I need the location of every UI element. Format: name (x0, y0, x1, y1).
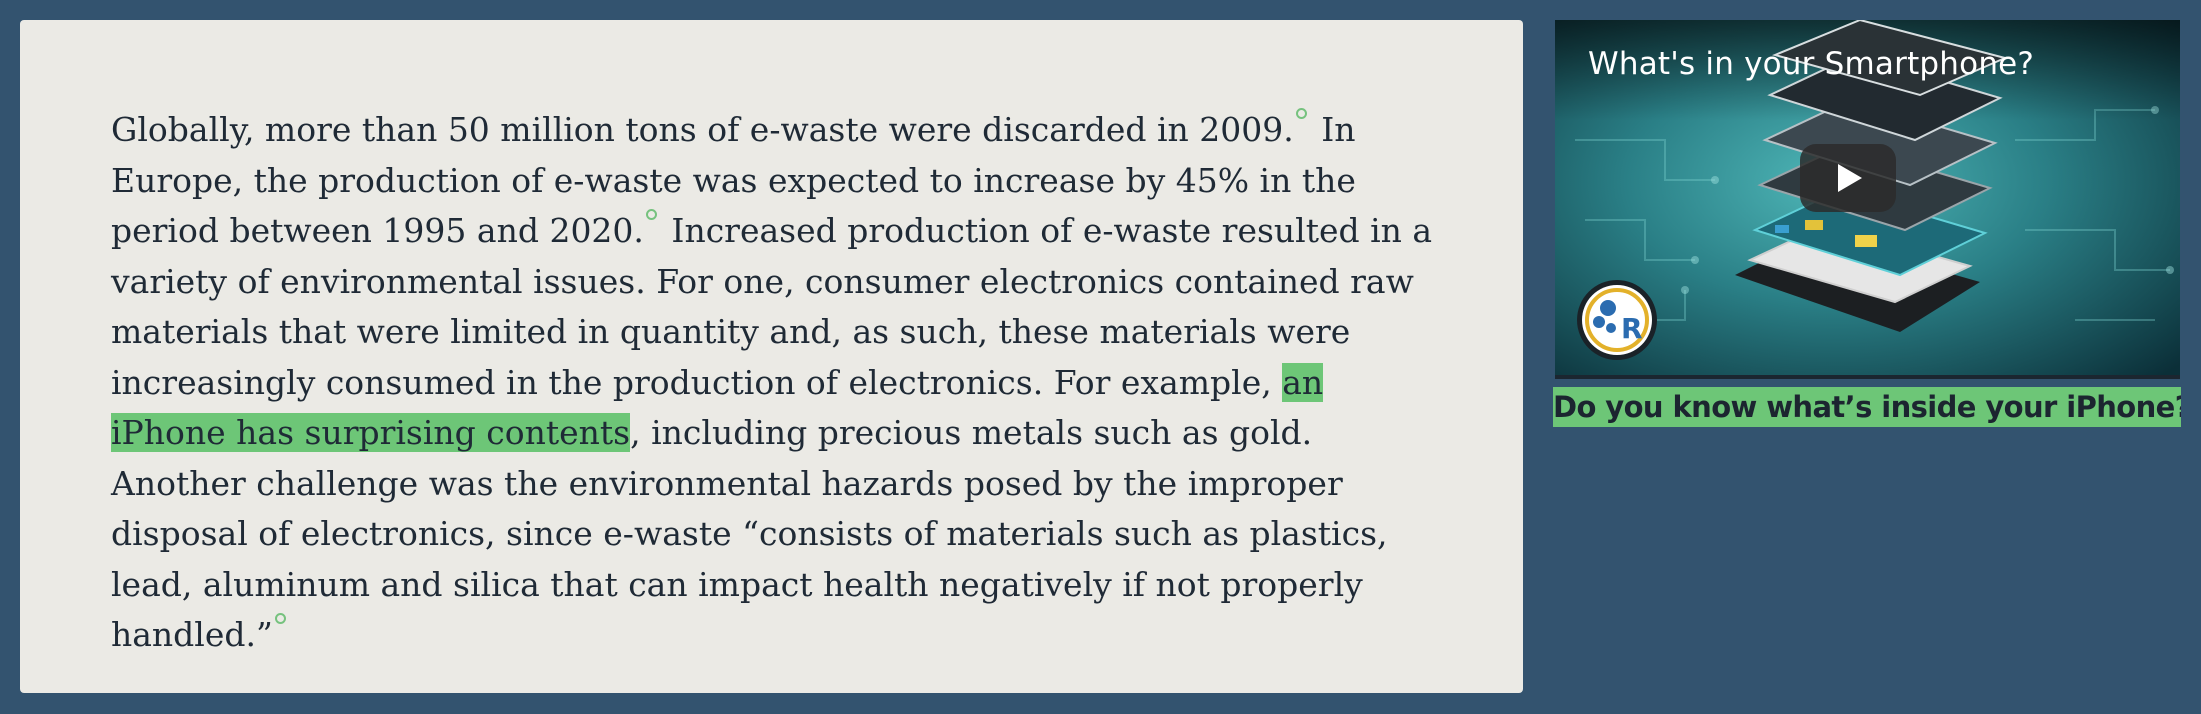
video-caption: Do you know what’s inside your iPhone? (1553, 387, 2181, 427)
citation-marker-icon[interactable] (1295, 108, 1307, 119)
article-paragraph: Globally, more than 50 million tons of e… (111, 105, 1441, 661)
text-segment: , including pre­cious metals such as gol… (111, 413, 1388, 654)
article-card: Globally, more than 50 million tons of e… (20, 20, 1523, 693)
video-title: What's in your Smartphone? (1588, 46, 2035, 82)
channel-logo-icon[interactable]: R (1575, 278, 1659, 362)
citation-marker-icon[interactable] (645, 209, 657, 220)
play-icon[interactable] (1800, 144, 1896, 212)
text-segment: Globally, more than 50 million tons of e… (111, 110, 1294, 149)
video-thumbnail[interactable]: What's in your Smartphone? R (1555, 20, 2180, 379)
text-segment: Increased production of e-waste resulted… (111, 211, 1433, 402)
svg-text:R: R (1621, 312, 1643, 345)
video-bottom-bar (1555, 375, 2180, 379)
citation-marker-icon[interactable] (274, 613, 286, 624)
text-segment: In Europe, the production of e-waste was… (111, 110, 1356, 250)
